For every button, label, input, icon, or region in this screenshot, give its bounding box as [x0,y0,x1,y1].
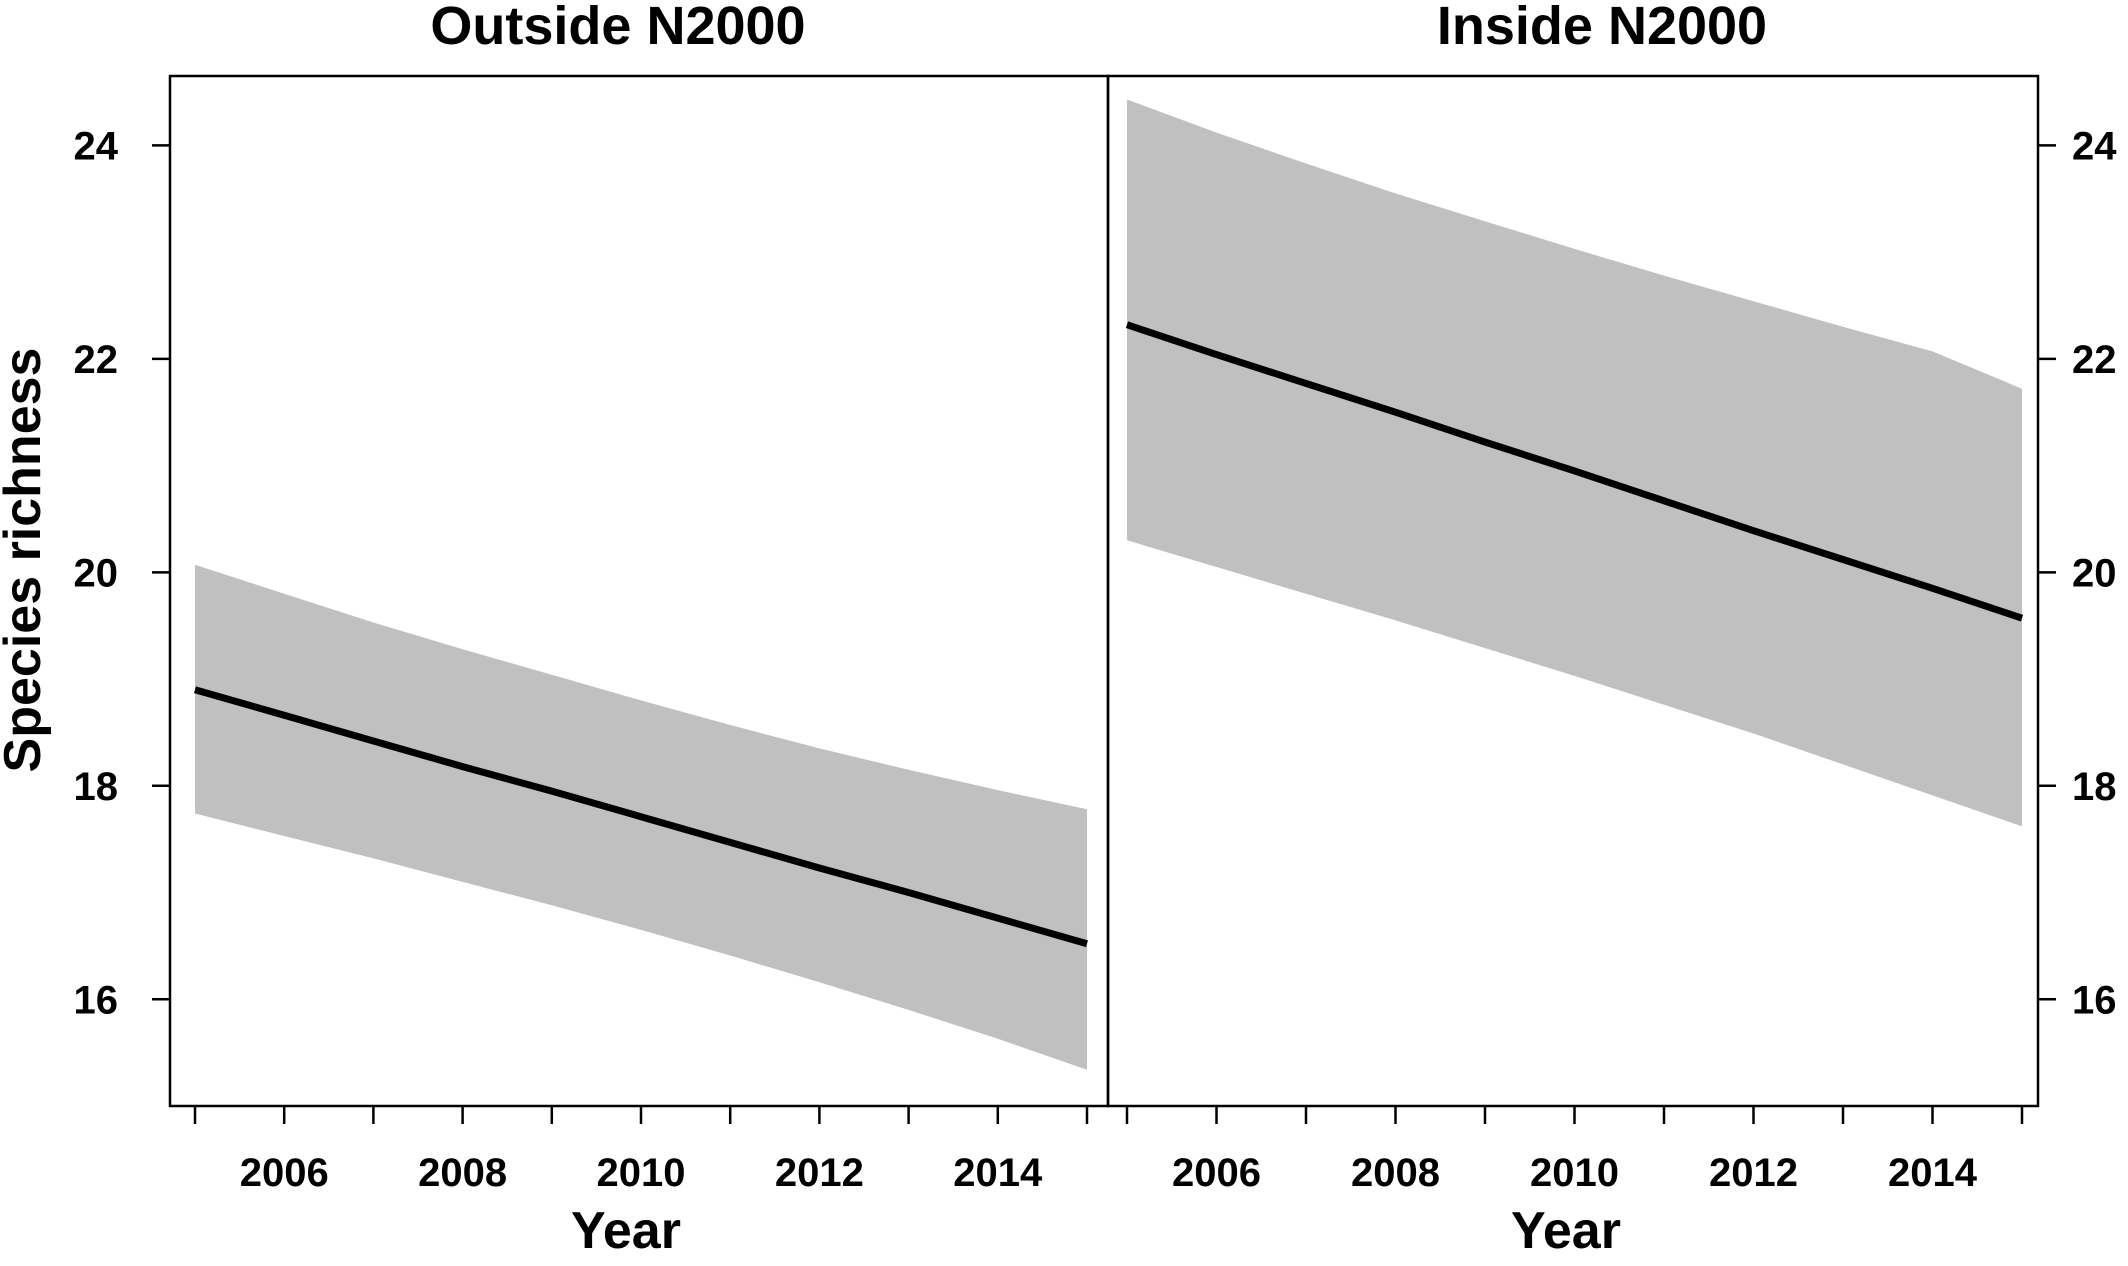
panel-title-inside: Inside N2000 [1437,0,1767,56]
x-tick-labels-outside: 2006 2008 2010 2012 2014 [240,1151,1043,1195]
x-tick-label-2014: 2014 [1888,1151,1978,1195]
panel-inside: Inside N2000 2006 2008 2010 2012 2014 Year [1125,0,2024,1260]
confidence-band-inside [1127,99,2022,827]
y-tick-label-left-24: 24 [74,124,119,168]
y-axis-left: 16 18 20 22 24 [74,124,170,1022]
x-tick-labels-inside: 2006 2008 2010 2012 2014 [1172,1151,1978,1195]
x-tick-label-2010: 2010 [1530,1151,1619,1195]
panel-outside: Outside N2000 2006 2008 2010 2012 2014 Year [193,0,1089,1260]
x-axis-title-inside: Year [1511,1202,1621,1260]
y-tick-label-left-22: 22 [74,338,119,382]
fit-line-inside [1125,321,2024,622]
x-axis-title-outside: Year [571,1202,681,1260]
y-tick-label-right-16: 16 [2072,978,2117,1022]
x-tick-label-2006: 2006 [240,1151,329,1195]
x-ticks-outside [193,1106,1089,1124]
x-ticks-inside [1125,1106,2024,1124]
y-tick-label-right-20: 20 [2072,551,2117,595]
y-axis-right: 16 18 20 22 24 [2038,124,2117,1022]
x-tick-label-2006: 2006 [1172,1151,1261,1195]
y-tick-label-left-16: 16 [74,978,119,1022]
panel-title-outside: Outside N2000 [430,0,805,56]
y-tick-label-right-18: 18 [2072,765,2117,809]
x-tick-label-2014: 2014 [953,1151,1043,1195]
y-axis-title: Species richness [0,348,52,773]
x-tick-label-2010: 2010 [597,1151,686,1195]
y-tick-label-right-22: 22 [2072,338,2117,382]
x-tick-label-2012: 2012 [1709,1151,1798,1195]
x-tick-label-2012: 2012 [775,1151,864,1195]
plot-frame-inside [1106,74,2040,1108]
y-tick-label-right-24: 24 [2072,124,2117,168]
y-tick-label-left-18: 18 [74,765,119,809]
x-tick-label-2008: 2008 [418,1151,507,1195]
y-tick-label-left-20: 20 [74,551,119,595]
x-tick-label-2008: 2008 [1351,1151,1440,1195]
fit-line-outside [194,686,1088,948]
